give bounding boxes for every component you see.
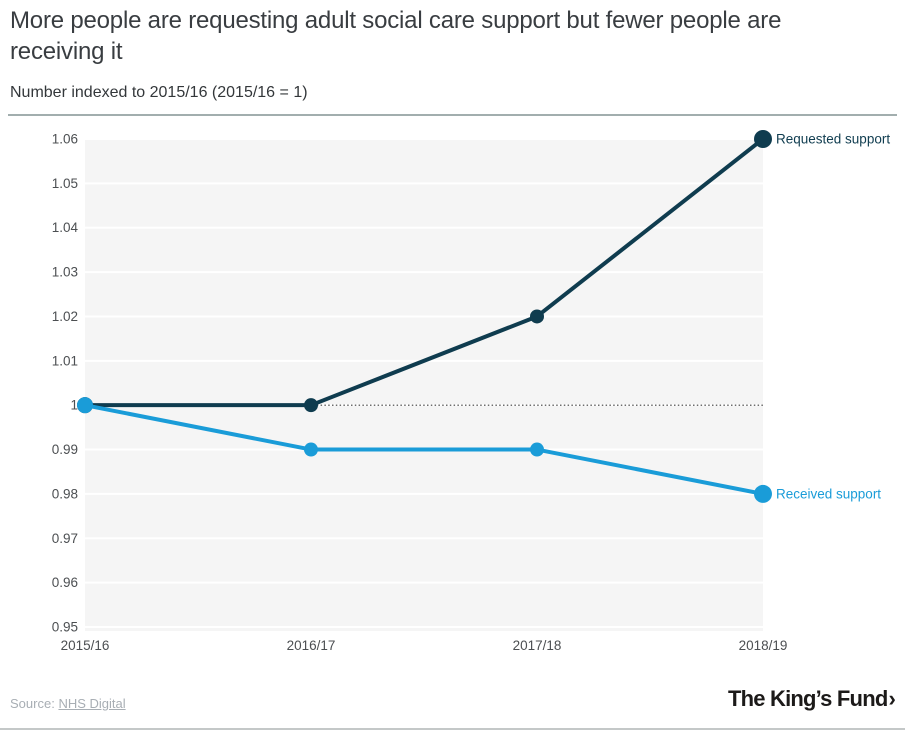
logo-chevron-icon: › — [888, 686, 895, 711]
page-title: More people are requesting adult social … — [10, 7, 782, 65]
y-axis-tick-label: 1.04 — [52, 220, 79, 235]
series-line-received-support — [83, 403, 765, 496]
y-axis-tick-label: 1.03 — [52, 265, 78, 280]
data-point-received-support-2018-19 — [754, 484, 772, 503]
series-line-requested-support — [83, 137, 765, 408]
plot-area — [85, 139, 763, 631]
y-axis-tick-label: 1.05 — [52, 176, 78, 191]
series-label-received-support: Received support — [776, 486, 881, 501]
x-axis-tick-label: 2016/17 — [287, 638, 336, 653]
data-point-requested-support-2016-17 — [304, 398, 318, 413]
line-chart: Requested support Received support 1.06 1.0… — [52, 130, 890, 653]
y-axis-tick-label: 0.99 — [52, 442, 78, 457]
source-link[interactable]: NHS Digital — [58, 696, 126, 711]
series-label-requested-support: Requested support — [776, 132, 890, 147]
bottom-divider — [0, 728, 905, 730]
data-point-requested-support-2018-19 — [754, 130, 772, 148]
kings-fund-logo[interactable]: The King’s Fund› — [727, 686, 896, 712]
y-axis-tick-label: 1 — [70, 398, 78, 413]
y-axis-tick-label: 1.02 — [52, 309, 78, 324]
y-axis-tick-label: 0.97 — [52, 531, 78, 546]
data-point-received-support-2016-17 — [304, 442, 318, 457]
x-axis-tick-label: 2015/16 — [61, 638, 110, 653]
x-axis-tick-label: 2018/19 — [739, 638, 788, 653]
header-divider — [8, 114, 897, 116]
y-axis-tick-label: 1.01 — [52, 353, 78, 368]
y-axis-tick-label: 1.06 — [52, 132, 78, 147]
y-axis-tick-label: 0.95 — [52, 620, 78, 635]
y-axis-tick-label: 0.96 — [52, 575, 78, 590]
source-note: Source: NHS Digital — [10, 696, 126, 711]
logo-text: The King’s Fund — [727, 686, 888, 711]
data-point-requested-support-2017-18 — [530, 309, 544, 324]
chart-subtitle: Number indexed to 2015/16 (2015/16 = 1) — [10, 84, 308, 101]
data-point-received-support-2015-16 — [77, 397, 93, 414]
x-axis-tick-label: 2017/18 — [513, 638, 562, 653]
y-axis-tick-label: 0.98 — [52, 486, 78, 501]
data-point-received-support-2017-18 — [530, 442, 544, 457]
source-label: Source: — [10, 696, 55, 711]
